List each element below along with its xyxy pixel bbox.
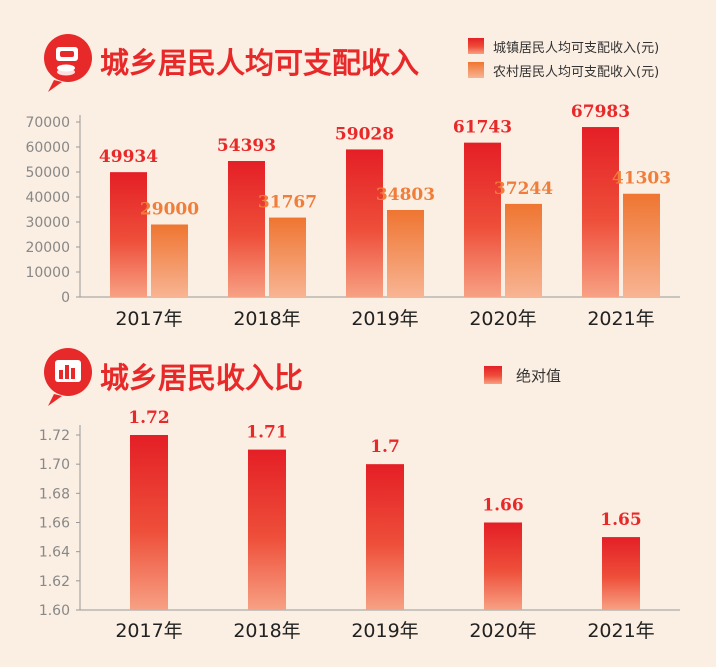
ratio-data-label: 1.72 — [128, 408, 169, 428]
income-xtick-label: 2021年 — [587, 308, 654, 330]
ratio-bar — [484, 522, 522, 610]
legend-label-rural: 农村居民人均可支配收入(元) — [493, 65, 659, 80]
ratio-data-label: 1.71 — [246, 423, 287, 443]
ratio-xtick-label: 2018年 — [233, 620, 300, 642]
income-bar-urban — [346, 149, 383, 297]
income-bar-urban — [228, 161, 265, 297]
income-ytick-label: 60000 — [25, 140, 70, 156]
ratio-bar — [366, 464, 404, 610]
income-data-label: 37244 — [494, 179, 553, 199]
ratio-data-label: 1.66 — [482, 496, 523, 516]
ratio-ytick-label: 1.70 — [39, 457, 70, 473]
income-ytick-label: 20000 — [25, 240, 70, 256]
income-ytick-label: 40000 — [25, 190, 70, 206]
legend-swatch-urban — [468, 38, 484, 54]
income-bar-rural — [387, 209, 424, 297]
legend-swatch-ratio — [484, 366, 502, 384]
income-chart-icon — [44, 34, 92, 92]
income-xtick-label: 2017年 — [115, 308, 182, 330]
income-ytick-label: 10000 — [25, 265, 70, 281]
income-data-label: 49934 — [99, 147, 158, 167]
legend-label-urban: 城镇居民人均可支配收入(元) — [493, 41, 659, 56]
income-ytick-label: 30000 — [25, 215, 70, 231]
income-xtick-label: 2019年 — [351, 308, 418, 330]
income-chart-title: 城乡居民人均可支配收入 — [100, 46, 419, 80]
ratio-ytick-label: 1.66 — [39, 516, 70, 532]
legend-swatch-rural — [468, 62, 484, 78]
income-bar-rural — [623, 193, 660, 297]
income-ytick-label: 0 — [61, 290, 70, 306]
income-xtick-label: 2018年 — [233, 308, 300, 330]
ratio-xtick-label: 2019年 — [351, 620, 418, 642]
ratio-bar — [602, 537, 640, 610]
ratio-chart-icon — [44, 348, 92, 406]
ratio-ytick-label: 1.72 — [39, 428, 70, 444]
ratio-bar — [130, 435, 168, 610]
ratio-ytick-label: 1.62 — [39, 574, 70, 590]
income-data-label: 34803 — [376, 185, 435, 205]
income-bar-urban — [464, 142, 501, 297]
income-bar-urban — [582, 127, 619, 297]
ratio-data-label: 1.7 — [370, 437, 400, 457]
income-xtick-label: 2020年 — [469, 308, 536, 330]
income-ytick-label: 70000 — [25, 115, 70, 131]
income-data-label: 31767 — [258, 193, 317, 213]
ratio-xtick-label: 2021年 — [587, 620, 654, 642]
income-bar-rural — [269, 217, 306, 297]
ratio-ytick-label: 1.68 — [39, 486, 70, 502]
ratio-xtick-label: 2020年 — [469, 620, 536, 642]
income-ytick-label: 50000 — [25, 165, 70, 181]
income-data-label: 67983 — [571, 102, 630, 122]
income-bar-rural — [505, 203, 542, 297]
income-bar-urban — [110, 172, 147, 297]
income-bar-rural — [151, 224, 188, 297]
ratio-bar — [248, 449, 286, 610]
income-data-label: 41303 — [612, 169, 671, 189]
ratio-chart-title: 城乡居民收入比 — [100, 361, 303, 395]
income-data-label: 61743 — [453, 118, 512, 138]
ratio-xtick-label: 2017年 — [115, 620, 182, 642]
income-data-label: 59028 — [335, 124, 394, 144]
income-data-label: 29000 — [140, 200, 199, 220]
income-data-label: 54393 — [217, 136, 276, 156]
legend-label-ratio: 绝对值 — [516, 367, 561, 385]
ratio-data-label: 1.65 — [600, 510, 641, 530]
ratio-ytick-label: 1.64 — [39, 545, 70, 561]
ratio-ytick-label: 1.60 — [39, 603, 70, 619]
